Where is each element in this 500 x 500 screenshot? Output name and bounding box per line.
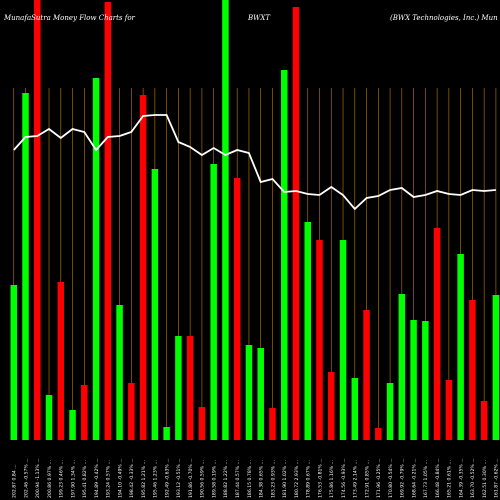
bar <box>175 336 182 440</box>
bar <box>69 410 76 440</box>
bar <box>81 385 88 440</box>
bars <box>10 0 500 440</box>
x-tick-label: 184.38 0.65% ... <box>259 460 265 498</box>
bar <box>116 305 123 440</box>
bar <box>304 222 311 440</box>
x-tick-label: 169.92 -0.79% ... <box>400 458 406 498</box>
x-tick-label: 163.70 -0.52% ... <box>470 458 476 498</box>
bar <box>198 407 206 440</box>
bar <box>34 0 41 440</box>
bar <box>422 321 429 440</box>
bar <box>186 336 194 440</box>
x-tick-label: 200.94 -1.13% ... <box>35 458 41 498</box>
x-tick-label: 186.15 0.78% ... <box>247 460 253 498</box>
x-tick-label: 189.58 0.19% ... <box>211 460 217 498</box>
x-tick-labels: 202.87 0.84 ... 202.46 -0.57% ... 200.94 -… <box>12 458 500 498</box>
bar <box>433 228 441 440</box>
x-tick-label: 195.46 1.23% ... <box>153 460 159 498</box>
bar <box>469 300 476 440</box>
x-tick-label: 167.73 1.05% ... <box>423 460 429 498</box>
x-tick-label: 194.89 -0.42% ... <box>94 458 100 498</box>
bar <box>10 285 17 440</box>
bar <box>375 428 382 440</box>
bar <box>128 383 135 440</box>
chart-title-right: (BWX Technologies, Inc.) Mun <box>390 14 498 22</box>
bar <box>92 78 100 440</box>
bar <box>245 345 253 440</box>
x-tick-label: 178.89 0.67% ... <box>306 460 312 498</box>
x-tick-label: 180.72 2.93% ... <box>294 460 300 498</box>
x-tick-label: 197.90 1.34% ... <box>70 460 76 498</box>
bar <box>104 2 112 440</box>
bar <box>233 178 241 440</box>
bar <box>445 380 453 440</box>
bar <box>269 408 276 440</box>
money-flow-line <box>13 114 496 211</box>
x-tick-label: 193.24 0.57% ... <box>106 460 112 498</box>
bar <box>280 70 288 440</box>
bar <box>492 295 500 440</box>
bar <box>22 93 29 440</box>
x-tick-label: 162.51 0.30% ... <box>482 460 488 498</box>
x-tick-label: 199.23 0.46% ... <box>59 460 65 498</box>
bar <box>292 7 300 440</box>
bar <box>139 95 147 440</box>
x-tick-label: 173.49 2.14% ... <box>353 460 359 498</box>
x-tick-label: 166.48 -0.84% ... <box>435 458 441 498</box>
x-tick-label: 194.10 -0.49% ... <box>117 458 123 498</box>
bar <box>339 240 347 440</box>
x-tick-label: 172.91 0.85% ... <box>364 460 370 498</box>
x-tick-label: 202.87 0.84 ... <box>12 464 18 498</box>
x-tick-label: 188.82 1.22% ... <box>223 460 229 498</box>
x-tick-label: 190.56 0.59% ... <box>200 460 206 498</box>
x-tick-label: 195.82 1.21% ... <box>141 460 147 498</box>
x-tick-label: 193.12 -0.51% ... <box>176 458 182 498</box>
bar <box>363 310 370 440</box>
x-tick-label: 174.56 -0.93% ... <box>341 458 347 498</box>
x-tick-label: 202.46 -0.57% ... <box>23 458 29 498</box>
bar <box>222 0 229 440</box>
bar <box>163 427 170 440</box>
x-tick-label: 168.64 -0.21% ... <box>411 458 417 498</box>
x-tick-label: 195.41 0.82% ... <box>82 460 88 498</box>
x-tick-label: 176.53 -0.81% ... <box>317 458 323 498</box>
bar <box>480 401 488 440</box>
bar <box>57 282 65 440</box>
x-tick-label: 171.96 -0.25% ... <box>376 458 382 498</box>
bar <box>257 348 264 440</box>
bar <box>316 240 323 440</box>
bar <box>328 372 335 440</box>
bar <box>210 164 217 440</box>
x-tick-label: 175.86 1.16% ... <box>329 460 335 498</box>
bar <box>410 320 417 440</box>
x-tick-label: 192.49 -0.63% ... <box>164 458 170 498</box>
x-tick-label: 161.87 -0.62% ... <box>494 458 500 498</box>
x-tick-label: 187.44 0.57% ... <box>235 460 241 498</box>
bar <box>151 169 159 440</box>
bar <box>386 383 394 440</box>
bar <box>351 378 359 440</box>
x-tick-label: 181.90 1.02% ... <box>282 460 288 498</box>
x-tick-label: 198.42 -0.33% ... <box>129 458 135 498</box>
bar <box>45 395 53 440</box>
x-tick-label: 200.86 0.97% ... <box>47 460 53 498</box>
bar <box>457 254 464 440</box>
chart-title-symbol: BWXT <box>247 14 271 22</box>
x-tick-label: 191.86 -0.70% ... <box>188 458 194 498</box>
x-tick-label: 165.21 0.61% ... <box>447 460 453 498</box>
x-tick-label: 183.23 0.93% ... <box>270 460 276 498</box>
bar <box>398 294 406 440</box>
x-tick-label: 170.80 -0.54% ... <box>388 458 394 498</box>
chart-title-left: MunafaSutra Money Flow Charts for <box>3 14 136 22</box>
x-tick-label: 164.39 -0.35% ... <box>458 458 464 498</box>
